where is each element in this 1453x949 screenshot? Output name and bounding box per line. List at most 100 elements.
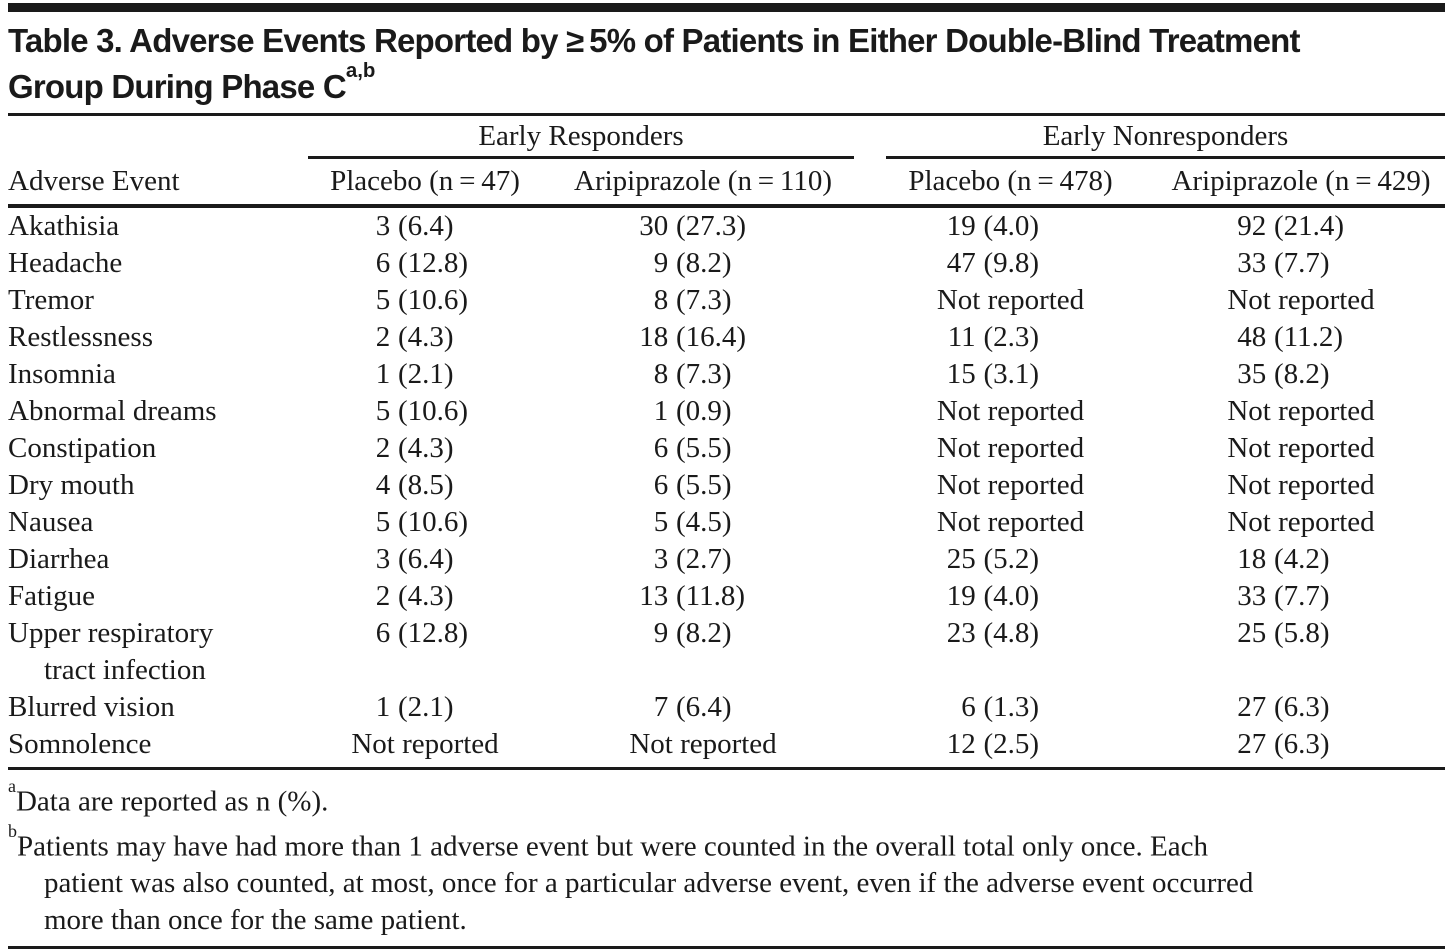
table-row: Dry mouth 4 (8.5) 6 (5.5) Not reported Not rep… [8, 467, 1445, 504]
n-percent-value: 6 (1.3) [942, 689, 1078, 726]
row-label: Abnormal dreams [8, 395, 217, 427]
value-percent: (5.5) [676, 469, 732, 501]
value-percent: (4.2) [1274, 543, 1330, 575]
value-count: 5 [375, 284, 391, 316]
n-percent-value: 5 (4.5) [635, 504, 771, 541]
row-label: Akathisia [8, 210, 120, 242]
cell-value: 3 (2.7) [542, 541, 864, 578]
table-row: Restlessness 2 (4.3) 18 (16.4) 11 (2.3) 48 (11.2… [8, 319, 1445, 356]
value-percent: (8.2) [676, 617, 732, 649]
table-row: Blurred vision 1 (2.1) 7 (6.4) 6 (1.3) 27 (6.3) [8, 689, 1445, 726]
cell-value: 13 (11.8) [542, 578, 864, 615]
cell-value: 2 (4.3) [308, 319, 542, 356]
value-count: 4 [375, 469, 391, 501]
value-percent: (6.4) [398, 210, 454, 242]
row-label: Diarrhea [8, 543, 110, 575]
row-label: Fatigue [8, 580, 95, 612]
cell-value: 6 (5.5) [542, 430, 864, 467]
column-header-aripiprazole-429: Aripiprazole (n = 429) [1157, 159, 1445, 208]
column-group-early-responders: Early Responders [308, 119, 864, 159]
cell-value: 48 (11.2) [1157, 319, 1445, 356]
value-percent: (10.6) [398, 284, 469, 316]
title-line-2-text: Group During Phase C [8, 68, 347, 105]
n-percent-value: 6 (5.5) [635, 467, 771, 504]
cell-value: 18 (16.4) [542, 319, 864, 356]
value-percent: (4.0) [983, 210, 1040, 242]
page-title: Table 3. Adverse Events Reported by ≥ 5%… [8, 21, 1449, 106]
n-percent-value: 8 (7.3) [635, 282, 771, 319]
value-count: 1 [375, 691, 391, 723]
cell-value: 23 (4.8) [864, 615, 1157, 689]
footnote-marker: b [8, 820, 17, 841]
table-row: Tremor 5 (10.6) 8 (7.3) Not reported Not repor… [8, 282, 1445, 319]
cell-value: 92 (21.4) [1157, 206, 1445, 245]
value-count: 9 [653, 247, 669, 279]
column-group-label: Early Responders [308, 119, 854, 159]
cell-value: 25 (5.8) [1157, 615, 1445, 689]
value-count: 3 [653, 543, 669, 575]
n-percent-value: 19 (4.0) [942, 578, 1078, 615]
n-percent-value: 4 (8.5) [357, 467, 493, 504]
value-count: 5 [653, 506, 669, 538]
cell-value: 27 (6.3) [1157, 689, 1445, 726]
cell-value: 19 (4.0) [864, 578, 1157, 615]
footnote-line: aData are reported as n (%). [8, 775, 329, 818]
column-header-placebo-478: Placebo (n = 478) [864, 159, 1157, 208]
value-count: 19 [946, 580, 976, 612]
n-percent-value: 7 (6.4) [635, 689, 771, 726]
value-percent: (5.8) [1274, 617, 1330, 649]
cell-value: 5 (10.6) [308, 282, 542, 319]
cell-value: 9 (8.2) [542, 615, 864, 689]
cell-value: 11 (2.3) [864, 319, 1157, 356]
cell-value: Not reported [308, 726, 542, 770]
cell-value: Not reported [936, 469, 1085, 501]
table-row: Upper respiratory tract infection 6 (12.8) 9… [8, 615, 1445, 689]
cell-value: 9 (8.2) [542, 245, 864, 282]
n-percent-value: 23 (4.8) [942, 615, 1078, 652]
value-count: 48 [1237, 321, 1267, 353]
value-percent: (8.5) [398, 469, 454, 501]
n-percent-value: 1 (2.1) [357, 356, 493, 393]
value-percent: (2.3) [983, 321, 1040, 353]
value-count: 6 [961, 691, 976, 723]
table-row: Akathisia 3 (6.4) 30 (27.3) 19 (4.0) 92 (21.4) [8, 206, 1445, 245]
n-percent-value: 9 (8.2) [635, 615, 771, 652]
value-percent: (12.8) [398, 617, 469, 649]
title-rule [8, 113, 1445, 116]
cell-value: Not reported [542, 726, 864, 770]
table-body: Akathisia 3 (6.4) 30 (27.3) 19 (4.0) 92 (21.4) He… [8, 206, 1445, 770]
cell-value: 6 (1.3) [864, 689, 1157, 726]
value-count: 6 [653, 469, 669, 501]
value-count: 23 [946, 617, 976, 649]
value-percent: (2.5) [983, 728, 1040, 760]
value-count: 25 [946, 543, 976, 575]
value-count: 2 [375, 321, 391, 353]
value-count: 8 [653, 358, 669, 390]
value-count: 6 [375, 247, 391, 279]
n-percent-value: 6 (5.5) [635, 430, 771, 467]
value-percent: (0.9) [676, 395, 732, 427]
cell-value: 2 (4.3) [308, 578, 542, 615]
value-count: 7 [653, 691, 669, 723]
cell-value: 5 (10.6) [308, 393, 542, 430]
cell-value: Not reported [936, 432, 1085, 464]
title-footnote-marker: a,b [345, 58, 376, 82]
value-percent: (7.3) [676, 284, 732, 316]
table-row: Headache 6 (12.8) 9 (8.2) 47 (9.8) 33 (7.7) [8, 245, 1445, 282]
value-percent: (5.2) [983, 543, 1040, 575]
value-count: 18 [639, 321, 669, 353]
cell-value: 3 (6.4) [308, 206, 542, 245]
n-percent-value: 6 (12.8) [357, 615, 493, 652]
cell-value: Not reported [936, 395, 1085, 427]
value-count: 6 [375, 617, 391, 649]
n-percent-value: 3 (2.7) [635, 541, 771, 578]
row-label: Dry mouth [8, 469, 135, 501]
cell-value: 6 (5.5) [542, 467, 864, 504]
value-percent: (11.8) [676, 580, 746, 612]
value-percent: (6.4) [398, 543, 454, 575]
cell-value: 6 (12.8) [308, 245, 542, 282]
column-group-early-nonresponders: Early Nonresponders [864, 119, 1445, 159]
footnote: aData are reported as n (%). [8, 776, 1449, 821]
cell-value: Not reported [1227, 284, 1375, 316]
